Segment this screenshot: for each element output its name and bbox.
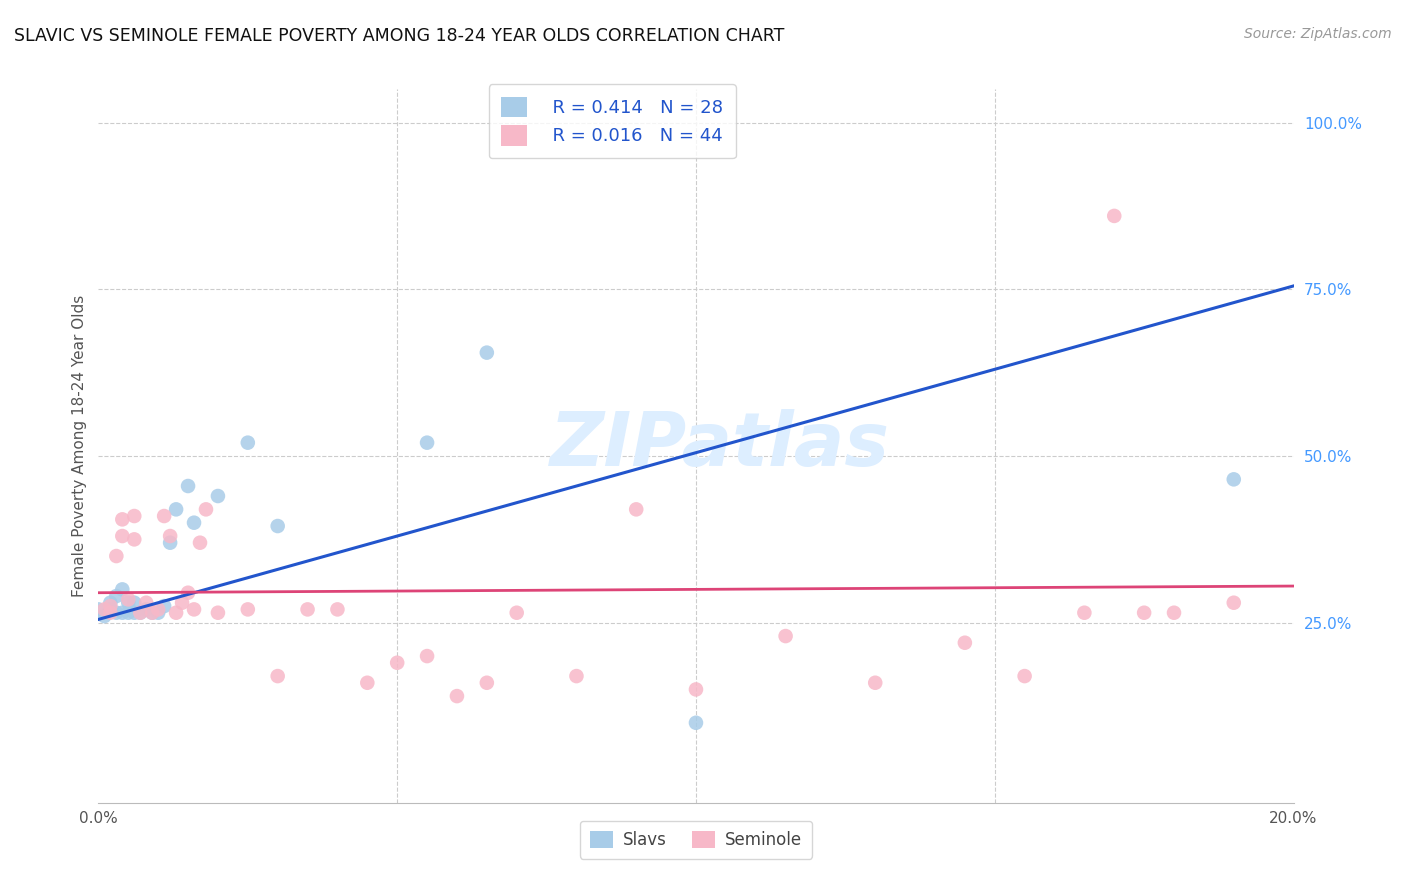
Point [124,533,146,547]
Point [111,606,134,620]
Point [685,682,707,697]
Point [207,489,229,503]
Y-axis label: Female Poverty Among 18-24 Year Olds: Female Poverty Among 18-24 Year Olds [72,295,87,597]
Point [148,602,170,616]
Point [1133,606,1156,620]
Point [129,606,152,620]
Point [297,602,319,616]
Point [98,602,122,616]
Point [98,596,122,610]
Point [117,596,139,610]
Point [267,519,290,533]
Point [446,689,468,703]
Point [1223,472,1246,486]
Point [177,585,200,599]
Point [1073,606,1095,620]
Point [506,606,529,620]
Point [177,479,200,493]
Point [135,602,157,616]
Point [475,675,498,690]
Point [98,599,122,613]
Point [159,535,181,549]
Point [124,606,146,620]
Point [475,345,498,359]
Point [236,435,259,450]
Point [183,602,205,616]
Point [165,502,187,516]
Point [1104,209,1126,223]
Text: Source: ZipAtlas.com: Source: ZipAtlas.com [1244,27,1392,41]
Point [356,675,378,690]
Point [385,656,409,670]
Point [153,509,176,524]
Point [1223,596,1246,610]
Point [111,582,134,597]
Point [207,606,229,620]
Point [129,606,152,620]
Point [111,512,134,526]
Point [267,669,290,683]
Point [865,675,887,690]
Point [124,596,146,610]
Point [1163,606,1185,620]
Point [124,509,146,524]
Point [93,609,115,624]
Point [153,599,176,613]
Point [141,606,163,620]
Point [111,529,134,543]
Point [105,589,128,603]
Point [159,529,181,543]
Point [565,669,588,683]
Point [685,715,707,730]
Point [416,649,439,664]
Point [953,636,976,650]
Legend: Slavs, Seminole: Slavs, Seminole [579,821,813,859]
Text: ZIPatlas: ZIPatlas [550,409,890,483]
Text: SLAVIC VS SEMINOLE FEMALE POVERTY AMONG 18-24 YEAR OLDS CORRELATION CHART: SLAVIC VS SEMINOLE FEMALE POVERTY AMONG … [14,27,785,45]
Point [117,606,139,620]
Point [775,629,797,643]
Point [87,602,110,616]
Point [626,502,648,516]
Point [1014,669,1036,683]
Point [165,606,187,620]
Point [195,502,218,516]
Point [326,602,349,616]
Point [236,602,259,616]
Point [183,516,205,530]
Point [93,602,115,616]
Point [105,549,128,563]
Point [416,435,439,450]
Point [98,606,122,620]
Point [135,596,157,610]
Point [148,606,170,620]
Point [141,606,163,620]
Point [172,596,194,610]
Point [188,535,211,549]
Point [105,606,128,620]
Point [117,592,139,607]
